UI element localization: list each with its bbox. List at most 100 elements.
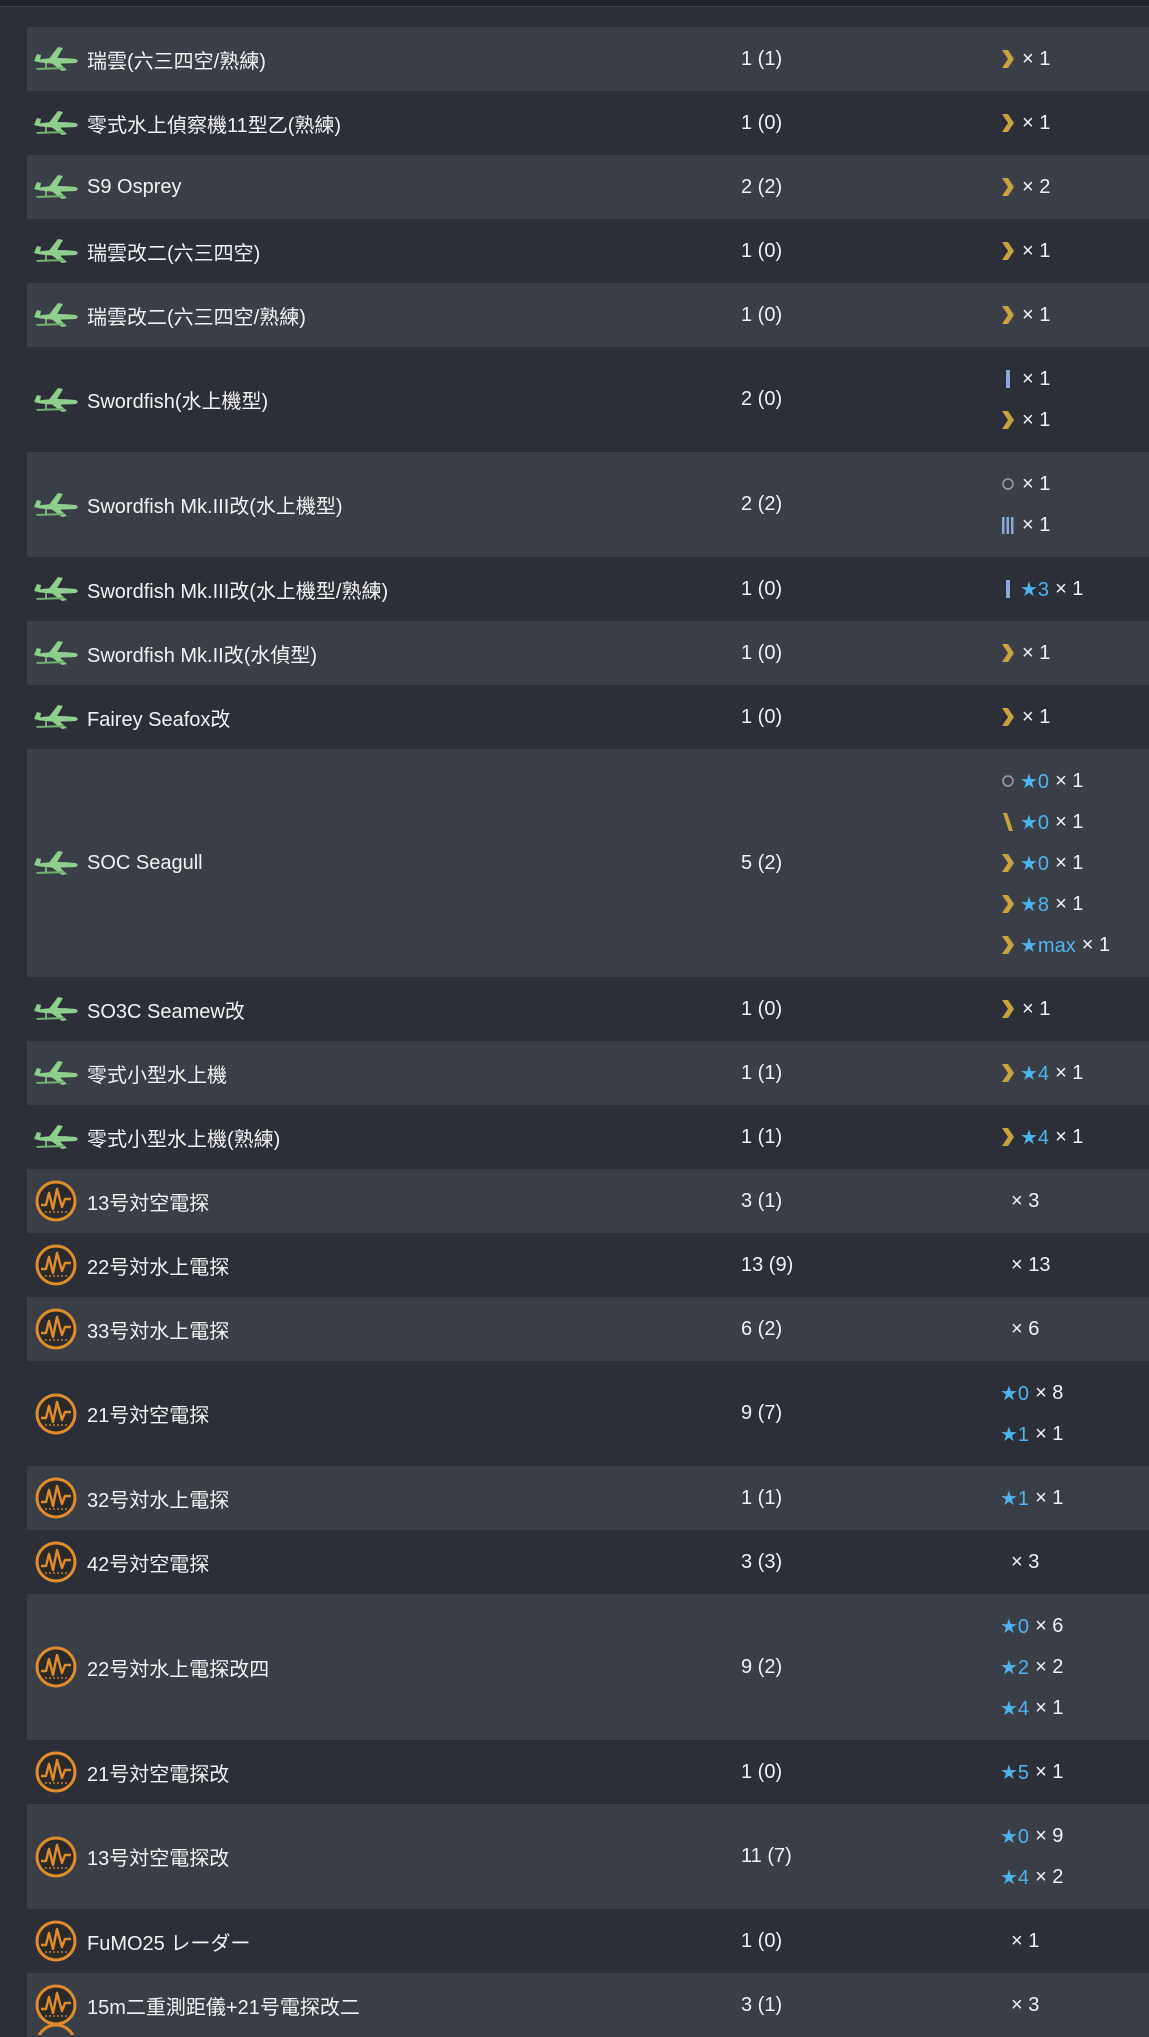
proficiency-multiplier: × 3 <box>1011 1993 1040 2016</box>
chevron-proficiency-icon <box>1002 708 1014 726</box>
table-row[interactable]: 瑞雲改二(六三四空/熟練) 1 (0) × 1 <box>27 283 1149 347</box>
equipment-type-icon-cell <box>27 1540 85 1584</box>
improvement-star: ★8 <box>1020 893 1050 916</box>
equipment-count: 1 (0) <box>741 239 783 262</box>
circle-proficiency-icon <box>1002 478 1014 490</box>
proficiency-list: × 1 <box>1000 697 1149 738</box>
equipment-name: SO3C Seamew改 <box>87 1000 245 1023</box>
radar-icon <box>35 1393 77 1434</box>
proficiency-multiplier: × 1 <box>1055 1125 1084 1148</box>
table-row[interactable]: SO3C Seamew改 1 (0) × 1 <box>27 977 1149 1041</box>
table-row[interactable]: 22号対水上電探改四 9 (2) ★0 × 6 ★2 × 2 ★4 × 1 <box>27 1594 1149 1740</box>
chevron-proficiency-icon <box>1002 178 1014 196</box>
equipment-type-icon-cell <box>27 1392 85 1436</box>
equipment-type-icon-cell <box>27 173 85 201</box>
proficiency-list: × 1 <box>1000 989 1149 1030</box>
table-row[interactable]: Swordfish Mk.III改(水上機型/熟練) 1 (0) ★3 × 1 <box>27 557 1149 621</box>
table-row[interactable]: FuMO25 レーダー 1 (0) × 1 <box>27 1909 1149 1973</box>
proficiency-entry: × 1 <box>1000 989 1149 1030</box>
chevron-proficiency-icon <box>1002 895 1014 913</box>
equipment-type-icon-cell <box>27 1919 85 1963</box>
proficiency-multiplier: × 1 <box>1035 1486 1064 1509</box>
improvement-star: ★4 <box>1020 1126 1050 1149</box>
table-row[interactable]: 13号対空電探 3 (1) × 3 <box>27 1169 1149 1233</box>
table-row[interactable]: 零式小型水上機(熟練) 1 (1) ★4 × 1 <box>27 1105 1149 1169</box>
proficiency-list: ★3 × 1 <box>1000 569 1149 610</box>
proficiency-entry: × 1 <box>1000 505 1149 546</box>
proficiency-entry: ★0 × 1 <box>1000 802 1149 843</box>
table-row[interactable]: Swordfish Mk.II改(水偵型) 1 (0) × 1 <box>27 621 1149 685</box>
equipment-name: SOC Seagull <box>87 851 203 874</box>
proficiency-entry: × 1 <box>1000 633 1149 674</box>
proficiency-entry: × 1 <box>1000 103 1149 144</box>
table-row[interactable]: 瑞雲改二(六三四空) 1 (0) × 1 <box>27 219 1149 283</box>
improvement-star: ★0 <box>1020 852 1050 875</box>
equipment-count: 9 (2) <box>741 1655 783 1678</box>
equipment-count: 1 (1) <box>741 1486 783 1509</box>
table-row[interactable]: Fairey Seafox改 1 (0) × 1 <box>27 685 1149 749</box>
seaplane-icon <box>34 111 78 135</box>
radar-icon <box>35 1751 77 1793</box>
equipment-type-icon-cell <box>27 1476 85 1520</box>
proficiency-list: × 1 <box>1000 39 1149 80</box>
proficiency-multiplier: × 1 <box>1022 47 1051 70</box>
radar-icon <box>37 2023 75 2035</box>
proficiency-entry: × 3 <box>1000 1181 1149 1222</box>
proficiency-multiplier: × 1 <box>1022 997 1051 1020</box>
equipment-count: 11 (7) <box>741 1845 792 1867</box>
table-row[interactable]: 零式水上偵察機11型乙(熟練) 1 (0) × 1 <box>27 91 1149 155</box>
equipment-type-icon-cell <box>27 703 85 731</box>
table-row[interactable]: SOC Seagull 5 (2) ★0 × 1 ★0 × 1 ★0 × 1 ★8 × 1 ★max… <box>27 749 1149 977</box>
chevron-proficiency-icon <box>1002 242 1014 260</box>
proficiency-multiplier: × 9 <box>1035 1824 1064 1847</box>
proficiency-entry: ★1 × 1 <box>1000 1414 1149 1455</box>
proficiency-multiplier: × 8 <box>1035 1381 1064 1404</box>
table-row[interactable]: 32号対水上電探 1 (1) ★1 × 1 <box>27 1466 1149 1530</box>
triple-bar-proficiency-icon <box>1002 517 1014 534</box>
improvement-star: ★4 <box>1020 1062 1050 1085</box>
table-row[interactable]: 瑞雲(六三四空/熟練) 1 (1) × 1 <box>27 27 1149 91</box>
table-row[interactable]: 33号対水上電探 6 (2) × 6 <box>27 1297 1149 1361</box>
equipment-name: 零式小型水上機 <box>87 1064 227 1087</box>
equipment-type-icon-cell <box>27 1835 85 1879</box>
table-row[interactable]: 15m二重測距儀+21号電探改二 3 (1) × 3 <box>27 1973 1149 2037</box>
table-row[interactable]: 13号対空電探改 11 (7) ★0 × 9 ★4 × 2 <box>27 1804 1149 1909</box>
proficiency-multiplier: × 3 <box>1011 1550 1040 1573</box>
table-row[interactable]: Swordfish Mk.III改(水上機型) 2 (2) × 1 × 1 <box>27 452 1149 557</box>
proficiency-list: × 13 <box>1000 1245 1149 1286</box>
table-row[interactable]: 21号対空電探改 1 (0) ★5 × 1 <box>27 1740 1149 1804</box>
equipment-name: 瑞雲(六三四空/熟練) <box>87 50 266 73</box>
proficiency-entry: ★3 × 1 <box>1000 569 1149 610</box>
equipment-count: 5 (2) <box>741 851 783 874</box>
table-row[interactable]: 22号対水上電探 13 (9) × 13 <box>27 1233 1149 1297</box>
radar-icon <box>35 1984 77 2026</box>
proficiency-multiplier: × 1 <box>1022 239 1051 262</box>
equipment-count: 3 (3) <box>741 1550 783 1573</box>
proficiency-list: ★5 × 1 <box>1000 1752 1149 1793</box>
table-row[interactable]: Swordfish(水上機型) 2 (0) × 1 × 1 <box>27 347 1149 452</box>
equipment-type-icon-cell <box>27 237 85 265</box>
equipment-count: 1 (1) <box>741 1125 783 1148</box>
proficiency-multiplier: × 1 <box>1055 851 1084 874</box>
improvement-star: ★0 <box>1000 1382 1030 1405</box>
equipment-name: 15m二重測距儀+21号電探改二 <box>87 1996 360 2019</box>
equipment-count: 2 (2) <box>741 493 783 515</box>
equipment-count: 2 (2) <box>741 175 783 198</box>
proficiency-list: × 3 <box>1000 1985 1149 2026</box>
table-row[interactable]: 零式小型水上機 1 (1) ★4 × 1 <box>27 1041 1149 1105</box>
table-row[interactable]: 42号対空電探 3 (3) × 3 <box>27 1530 1149 1594</box>
equipment-count: 1 (0) <box>741 577 783 600</box>
seaplane-icon <box>34 997 78 1021</box>
proficiency-list: × 1 <box>1000 231 1149 272</box>
equipment-name: 零式小型水上機(熟練) <box>87 1128 281 1151</box>
equipment-count: 1 (0) <box>741 641 783 664</box>
table-row[interactable]: S9 Osprey 2 (2) × 2 <box>27 155 1149 219</box>
equipment-count: 1 (0) <box>741 1760 783 1783</box>
equipment-count: 1 (1) <box>741 47 783 70</box>
radar-icon <box>35 1836 77 1877</box>
proficiency-multiplier: × 1 <box>1022 705 1051 728</box>
chevron-proficiency-icon <box>1002 1064 1014 1082</box>
equipment-name: Swordfish Mk.II改(水偵型) <box>87 644 318 667</box>
proficiency-list: ★4 × 1 <box>1000 1053 1149 1094</box>
table-row[interactable]: 21号対空電探 9 (7) ★0 × 8 ★1 × 1 <box>27 1361 1149 1466</box>
